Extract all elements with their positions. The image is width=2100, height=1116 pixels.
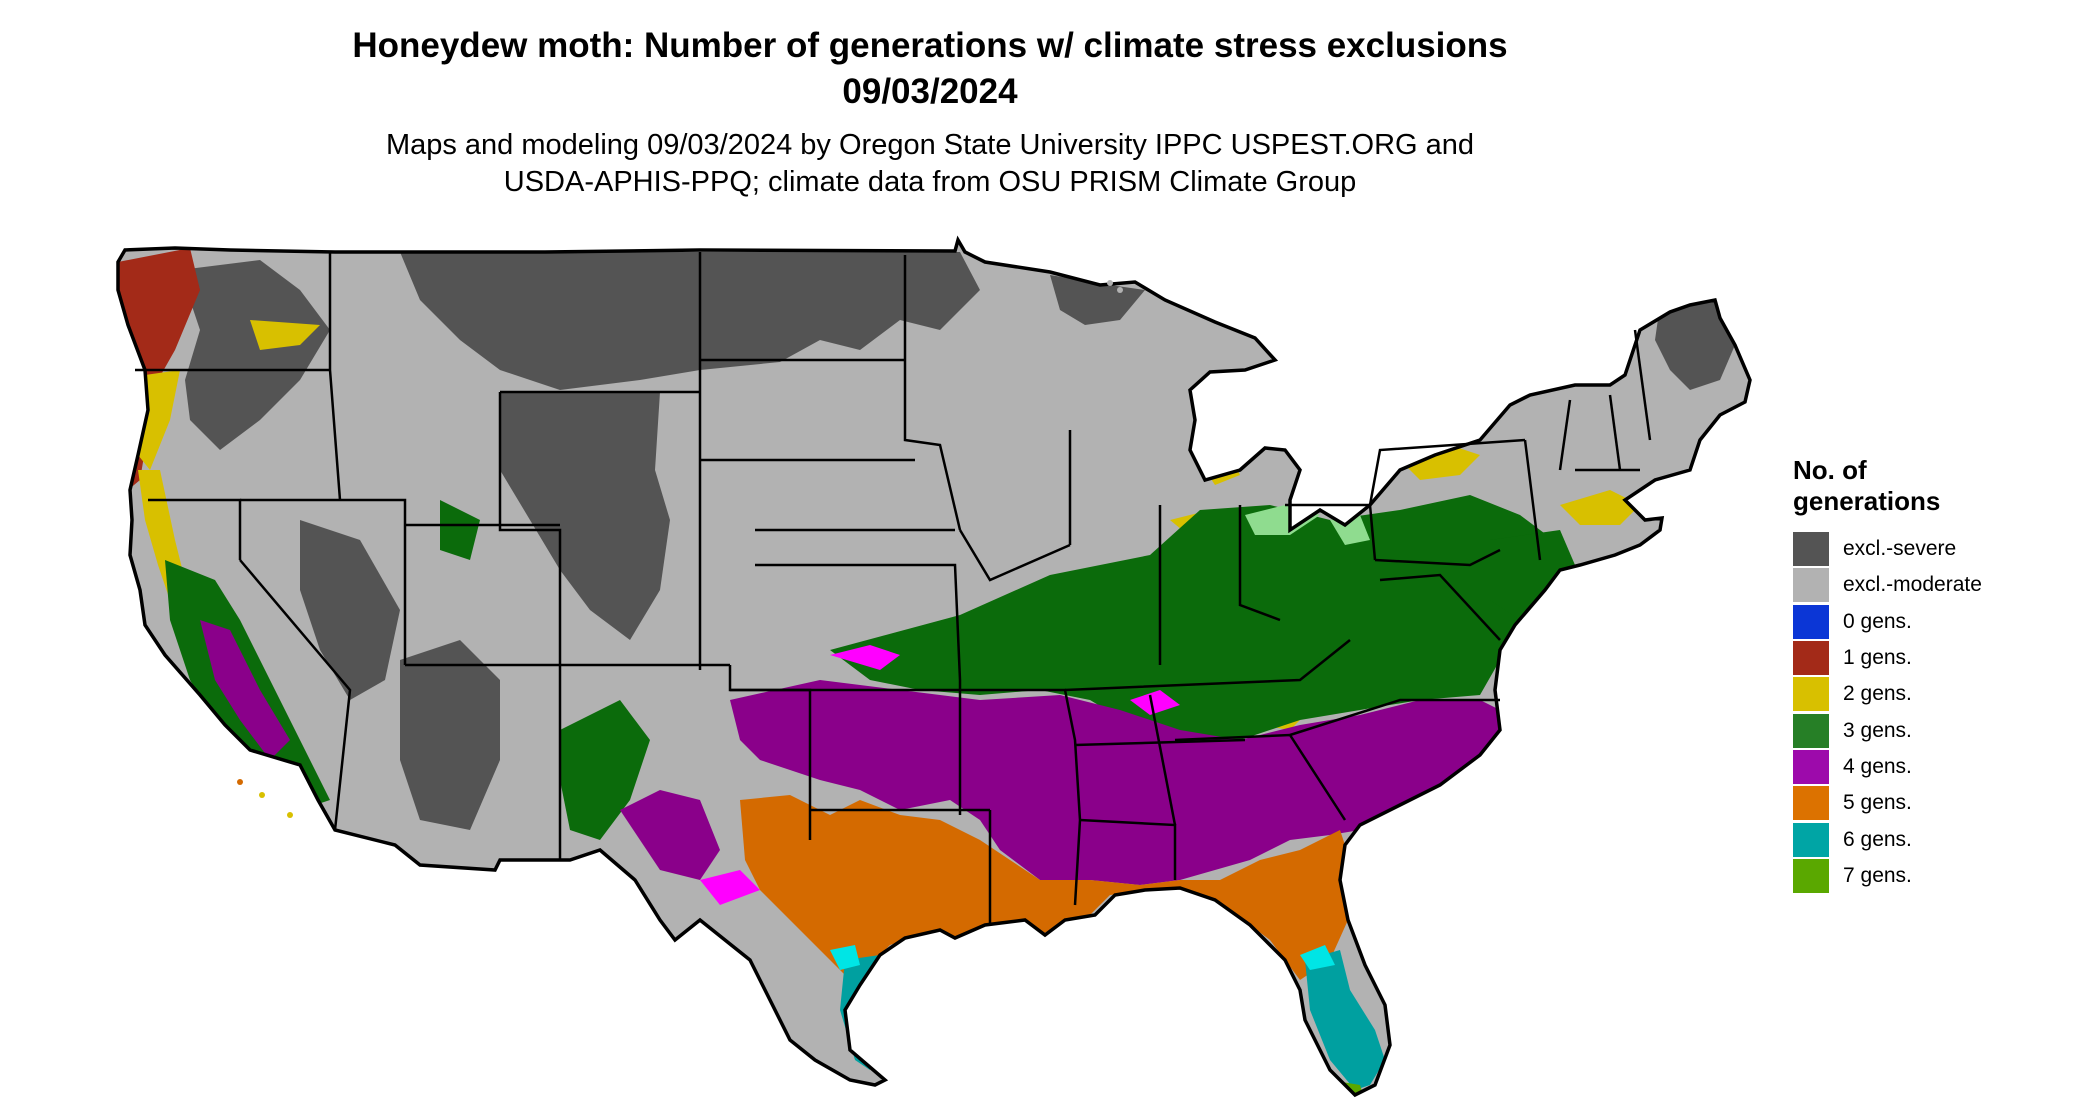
legend-swatch: [1793, 677, 1829, 712]
state-borders: [116, 235, 1752, 1098]
legend-swatch: [1793, 568, 1829, 603]
legend-label: 6 gens.: [1843, 827, 1912, 851]
zone-4-gens: [200, 620, 1510, 885]
zone-5-gens: [740, 795, 1350, 980]
legend-item: excl.-severe: [1793, 531, 1982, 567]
island: [1117, 287, 1123, 293]
legend-item: 0 gens.: [1793, 604, 1982, 640]
legend-item: 7 gens.: [1793, 858, 1982, 894]
legend-title: No. of generations: [1793, 455, 1982, 517]
legend-item: 1 gens.: [1793, 640, 1982, 676]
legend-title-line1: No. of: [1793, 455, 1867, 485]
generation-zones: [118, 240, 1750, 1095]
legend-label: 0 gens.: [1843, 609, 1912, 633]
legend-item: 3 gens.: [1793, 712, 1982, 748]
legend-title-line2: generations: [1793, 486, 1941, 516]
island: [1107, 280, 1113, 286]
map-subtitle-line1: Maps and modeling 09/03/2024 by Oregon S…: [385, 129, 1475, 161]
legend-swatch: [1793, 713, 1829, 748]
coastal-islands: [237, 280, 1123, 818]
island: [287, 812, 293, 818]
legend-item: excl.-moderate: [1793, 567, 1982, 603]
legend-swatch: [1793, 822, 1829, 857]
legend-label: 2 gens.: [1843, 682, 1912, 706]
legend-items: excl.-severe excl.-moderate 0 gens. 1 gens.…: [1793, 531, 1982, 894]
legend-swatch: [1793, 532, 1829, 567]
map-title-line1: Honeydew moth: Number of generations w/ …: [352, 26, 1508, 65]
legend-item: 6 gens.: [1793, 821, 1982, 857]
legend-item: 5 gens.: [1793, 785, 1982, 821]
legend-label: 1 gens.: [1843, 646, 1912, 670]
zone-excl-severe: [180, 252, 1735, 830]
map-legend: No. of generations excl.-severe excl.-mod…: [1793, 455, 1982, 894]
legend-label: 4 gens.: [1843, 754, 1912, 778]
map-title-line2: 09/03/2024: [842, 72, 1018, 111]
zone-6-gens-light: [830, 945, 1335, 970]
legend-swatch: [1793, 749, 1829, 784]
island: [237, 779, 243, 785]
legend-label: excl.-moderate: [1843, 573, 1982, 597]
legend-swatch: [1793, 786, 1829, 821]
legend-swatch: [1793, 858, 1829, 893]
legend-swatch: [1793, 641, 1829, 676]
legend-label: excl.-severe: [1843, 537, 1957, 561]
legend-label: 3 gens.: [1843, 718, 1912, 742]
zone-4-gens-bright: [700, 645, 1180, 905]
legend-item: 4 gens.: [1793, 749, 1982, 785]
legend-swatch: [1793, 604, 1829, 639]
legend-label: 7 gens.: [1843, 863, 1912, 887]
map-subtitle-line2: USDA-APHIS-PPQ; climate data from OSU PR…: [503, 166, 1357, 198]
us-outline: [116, 235, 1752, 1098]
island: [259, 792, 265, 798]
legend-item: 2 gens.: [1793, 676, 1982, 712]
legend-label: 5 gens.: [1843, 791, 1912, 815]
